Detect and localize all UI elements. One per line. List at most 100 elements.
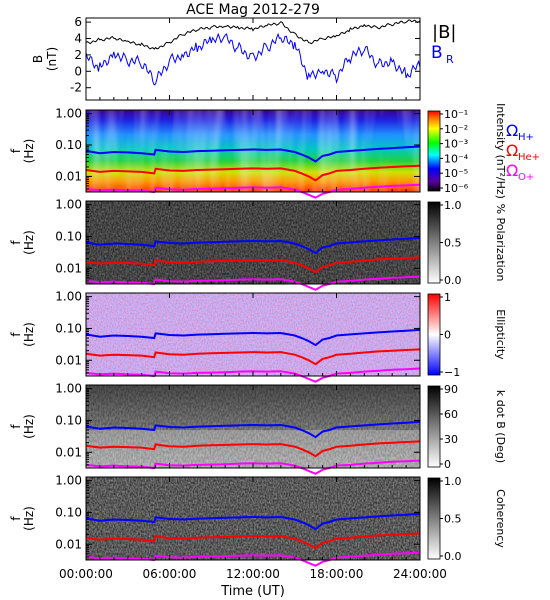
cyclotron-line-he	[85, 532, 421, 550]
y-tick-label: -2	[70, 81, 82, 95]
y-tick-label: 0.01	[55, 537, 82, 551]
polarization-texture	[86, 201, 420, 284]
colorbar-tick-label: 1.0	[444, 199, 462, 212]
f-axis-unit: (Hz)	[22, 414, 36, 439]
y-tick-label: 1.00	[55, 474, 82, 488]
cyclotron-line-h	[85, 145, 421, 163]
cyclotron-line-h	[85, 420, 421, 439]
cyclotron-line-h	[85, 236, 421, 255]
colorbar-tick-label: 60	[444, 408, 458, 421]
y-tick-label: 4	[74, 32, 82, 46]
panel-intensity: 1.00 0.10 0.01 f (Hz) 10⁻¹ 10⁻² 10⁻³10⁻⁴ 10⁻⁵ 10⁻…	[9, 103, 507, 199]
colorbar-tick-label: 1.0	[444, 475, 462, 488]
y-tick-label: 0.10	[55, 505, 82, 519]
ellipticity-texture-red	[86, 293, 420, 376]
f-axis-unit: (Hz)	[22, 322, 36, 347]
y-tick-label: 0.10	[55, 229, 82, 243]
kdotb-colorbar	[427, 385, 441, 468]
legend-b-radial-sub: R	[446, 53, 454, 66]
x-tick-label: 00:00:00	[59, 567, 113, 581]
f-axis-label: f	[9, 240, 23, 245]
cyclotron-line-he	[85, 164, 421, 182]
colorbar-tick-label: 30	[444, 433, 458, 446]
y-tick-label: 0.01	[55, 261, 82, 275]
x-tick-label: 18:00:00	[310, 567, 364, 581]
f-axis-label: f	[9, 516, 23, 521]
f-axis-label: f	[9, 424, 23, 429]
y-tick-label: 1.00	[55, 107, 82, 121]
y-tick-label: 2	[74, 48, 82, 62]
y-tick-label: 1.00	[55, 382, 82, 396]
colorbar-tick-label: 10⁻⁴	[444, 152, 469, 165]
panel-ellipticity: 1.00 0.10 0.01 f (Hz) 1 0 −1 Ellipticity	[9, 290, 507, 383]
f-axis-label: f	[9, 332, 23, 337]
colorbar-tick-label: 0	[444, 329, 451, 342]
coherency-colorbar-label: Coherency	[494, 489, 507, 548]
y-tick-label: 0.10	[55, 321, 82, 335]
colorbar-tick-label: 0.5	[444, 513, 462, 526]
y-tick-label: 0.01	[55, 445, 82, 459]
panel-kdotb: 1.00 0.10 0.01 f (Hz) 90 60 30 0 k dot B (Deg)	[9, 382, 507, 475]
polarization-colorbar-label: % Polarization	[494, 204, 507, 282]
colorbar-tick-label: 10⁻²	[444, 123, 468, 136]
ellipticity-colorbar-label: Ellipticity	[494, 309, 507, 360]
intensity-colorbar	[427, 110, 441, 192]
colorbar-tick-label: 0.0	[444, 274, 462, 287]
legend-b-radial: B	[431, 43, 443, 63]
colorbar-tick-label: 90	[444, 383, 458, 396]
colorbar-tick-label: 10⁻¹	[444, 108, 468, 121]
legend-b-total: |B|	[432, 22, 456, 43]
colorbar-tick-label: 10⁻⁶	[444, 182, 469, 195]
colorbar-tick-label: 0	[444, 458, 451, 471]
x-tick-label: 24:00:00	[393, 567, 447, 581]
intensity-texture	[86, 110, 420, 192]
x-tick-label: 06:00:00	[143, 567, 197, 581]
cyclotron-line-he	[85, 440, 421, 458]
b-axis-unit: (nT)	[45, 47, 59, 71]
f-axis-label: f	[9, 148, 23, 153]
coherency-texture	[86, 477, 420, 560]
series-line-b-total	[85, 19, 421, 50]
colorbar-tick-label: 10⁻⁵	[444, 167, 468, 180]
x-axis-label: Time (UT)	[220, 584, 285, 599]
figure-title: ACE Mag 2012-279	[186, 2, 320, 18]
legend-cyclotron-o: O+	[518, 172, 534, 183]
legend-cyclotron-symbol: Ω	[506, 141, 518, 160]
colorbar-tick-label: −1	[444, 366, 460, 379]
y-tick-label: 0.01	[55, 169, 82, 183]
cyclotron-line-he	[85, 256, 421, 274]
kdotb-texture	[86, 385, 420, 468]
cyclotron-line-h	[85, 328, 421, 347]
y-tick-label: 0	[74, 64, 82, 78]
y-tick-label: 1.00	[55, 198, 82, 212]
coherency-colorbar	[427, 477, 441, 560]
y-tick-label: 0.10	[55, 413, 82, 427]
cyclotron-line-he	[85, 348, 421, 366]
f-axis-unit: (Hz)	[22, 139, 36, 164]
b-field-plot-area	[86, 18, 420, 100]
colorbar-tick-label: 1	[444, 291, 451, 304]
ellipticity-colorbar	[427, 293, 441, 376]
colorbar-tick-label: 0.0	[444, 550, 462, 563]
polarization-colorbar	[427, 201, 441, 284]
f-axis-unit: (Hz)	[22, 230, 36, 255]
series-line-b-radial	[85, 32, 421, 86]
y-tick-label: 1.00	[55, 290, 82, 304]
b-axis-label: B	[31, 55, 45, 63]
legend-cyclotron-h: H+	[518, 132, 534, 143]
legend-cyclotron-symbol: Ω	[506, 161, 518, 180]
kdotb-low-shade	[86, 430, 420, 468]
kdotb-colorbar-label: k dot B (Deg)	[494, 390, 507, 463]
y-tick-label: 6	[74, 15, 82, 29]
colorbar-tick-label: 10⁻³	[444, 138, 468, 151]
panel-polarization: 1.00 0.10 0.01 f (Hz) 1.0 0.5 0.0 % Polarization	[9, 198, 507, 291]
legend-cyclotron-he: He+	[518, 152, 540, 163]
colorbar-tick-label: 0.5	[444, 237, 462, 250]
intensity-colorbar-label: Intensity (nT²/Hz)	[494, 103, 507, 199]
legend-cyclotron-symbol: Ω	[506, 121, 518, 140]
cyclotron-line-h	[85, 512, 421, 531]
panel-coherency: 1.00 0.10 0.01 f (Hz) 1.0 0.5 0.0 Coherency	[9, 474, 507, 567]
x-tick-label: 12:00:00	[226, 567, 280, 581]
y-tick-label: 0.10	[55, 138, 82, 152]
